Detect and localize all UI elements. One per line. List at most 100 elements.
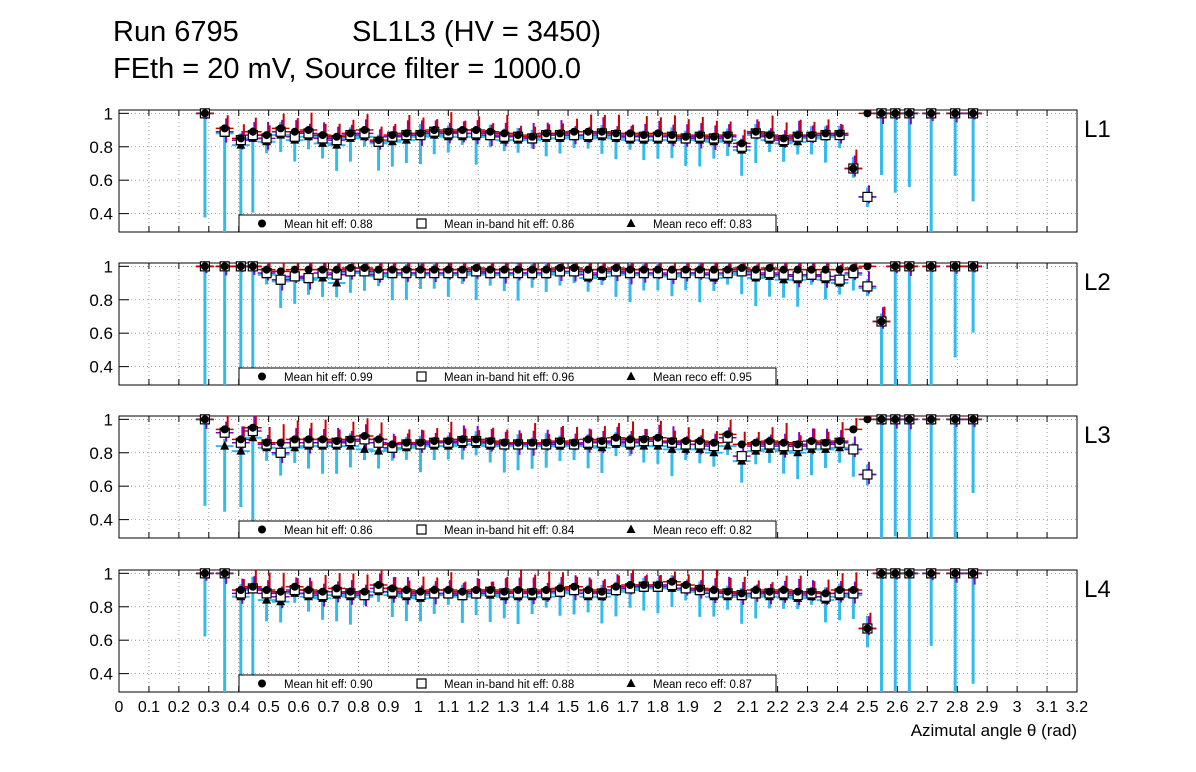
hit-point (891, 569, 900, 578)
hit-point (723, 131, 732, 140)
inband-point (303, 272, 314, 284)
legend-inband-label: Mean in-band hit eff: 0.86 (444, 219, 574, 231)
hit-point (597, 265, 606, 274)
legend-reco-label: Mean reco eff: 0.83 (653, 219, 752, 231)
hit-point (709, 438, 718, 447)
hit-point (220, 124, 229, 133)
hit-point (402, 586, 411, 595)
hit-point (849, 586, 858, 595)
legend-hit-label: Mean hit eff: 0.90 (284, 679, 373, 691)
legend-inband-label: Mean in-band hit eff: 0.84 (444, 525, 575, 537)
hit-point (486, 586, 495, 595)
x-tick-label: 2.7 (916, 699, 938, 716)
hit-point (891, 109, 900, 118)
panel-l2: 1 0.8 0.6 0.4 Mean hit eff: 0.99 Mean in-band… (89, 257, 1111, 386)
hit-point (611, 264, 620, 273)
hit-point (927, 262, 936, 271)
hit-point (332, 437, 341, 446)
hit-point (709, 132, 718, 141)
hit-point (388, 440, 397, 449)
hit-point (737, 264, 746, 273)
legend-hit-label: Mean hit eff: 0.88 (284, 219, 373, 231)
hit-point (444, 265, 453, 274)
inband-point (862, 469, 873, 480)
hit-point (374, 435, 383, 444)
hit-point (276, 124, 285, 133)
x-tick-label: 2.9 (976, 699, 998, 716)
hit-point (951, 262, 960, 271)
hit-point (905, 262, 914, 271)
hit-point (597, 587, 606, 596)
hit-point (402, 265, 411, 274)
hit-point (220, 425, 229, 434)
hit-point (835, 265, 844, 274)
hit-point (472, 264, 481, 273)
hit-point (472, 126, 481, 135)
legend-hit-marker (258, 525, 266, 534)
x-tick-label: 1.4 (527, 699, 549, 716)
hit-point (626, 435, 635, 444)
legend: Mean hit eff: 0.99 Mean in-band hit eff: … (238, 367, 777, 386)
hit-point (849, 164, 858, 173)
hit-point (444, 586, 453, 595)
reco-point (374, 446, 384, 455)
hit-point (248, 423, 257, 432)
hit-point (807, 437, 816, 446)
hit-point (388, 265, 397, 274)
hit-point (248, 262, 257, 271)
hit-point (236, 435, 245, 444)
hit-point (667, 131, 676, 140)
panel-label: L2 (1084, 269, 1111, 296)
hit-point (863, 109, 872, 118)
y-tick-label: 0.6 (89, 171, 113, 190)
y-tick-label: 0.6 (89, 631, 113, 650)
legend-inband-marker (416, 218, 427, 229)
hit-point (765, 264, 774, 273)
panel-l4: 1 0.8 0.6 0.4 Mean hit eff: 0.90 Mean in-band… (89, 564, 1111, 693)
hit-point (626, 265, 635, 274)
hit-point (236, 586, 245, 595)
reco-point (220, 441, 230, 450)
hit-point (500, 129, 509, 138)
hit-point (430, 437, 439, 446)
reco-point (262, 595, 272, 604)
hit-point (765, 437, 774, 446)
hit-point (793, 131, 802, 140)
x-tick-label: 1.1 (437, 699, 459, 716)
panel-l1: 1 0.8 0.6 0.4 Mean hit eff: 0.88 Mean in-band… (89, 104, 1111, 233)
hit-point (472, 586, 481, 595)
hit-point (318, 265, 327, 274)
hit-point (835, 437, 844, 446)
hit-point (969, 569, 978, 578)
hit-point (514, 438, 523, 447)
hit-point (555, 129, 564, 138)
legend-box (238, 674, 777, 693)
hit-point (667, 437, 676, 446)
hit-point (514, 131, 523, 140)
x-tick-label: 1.9 (677, 699, 699, 716)
hit-point (821, 589, 830, 598)
hit-point (388, 131, 397, 140)
hit-point (374, 136, 383, 145)
x-tick-label: 3.1 (1036, 699, 1058, 716)
hit-point (863, 415, 872, 424)
legend-reco-label: Mean reco eff: 0.82 (653, 525, 752, 537)
panel-label: L4 (1084, 576, 1111, 603)
hit-point (262, 265, 271, 274)
x-tick-label: 3 (1013, 699, 1022, 716)
hit-point (737, 589, 746, 598)
hit-point (709, 586, 718, 595)
x-tick-label: 2.3 (796, 699, 818, 716)
hit-point (891, 415, 900, 424)
hit-point (416, 438, 425, 447)
hit-point (807, 265, 816, 274)
y-tick-label: 0.4 (89, 665, 113, 684)
hit-point (863, 262, 872, 271)
hit-point (555, 437, 564, 446)
x-tick-label: 2.6 (886, 699, 908, 716)
hit-point (653, 581, 662, 590)
hit-point (849, 264, 858, 273)
legend-box (238, 367, 777, 386)
hit-point (220, 569, 229, 578)
reco-point (793, 447, 803, 457)
